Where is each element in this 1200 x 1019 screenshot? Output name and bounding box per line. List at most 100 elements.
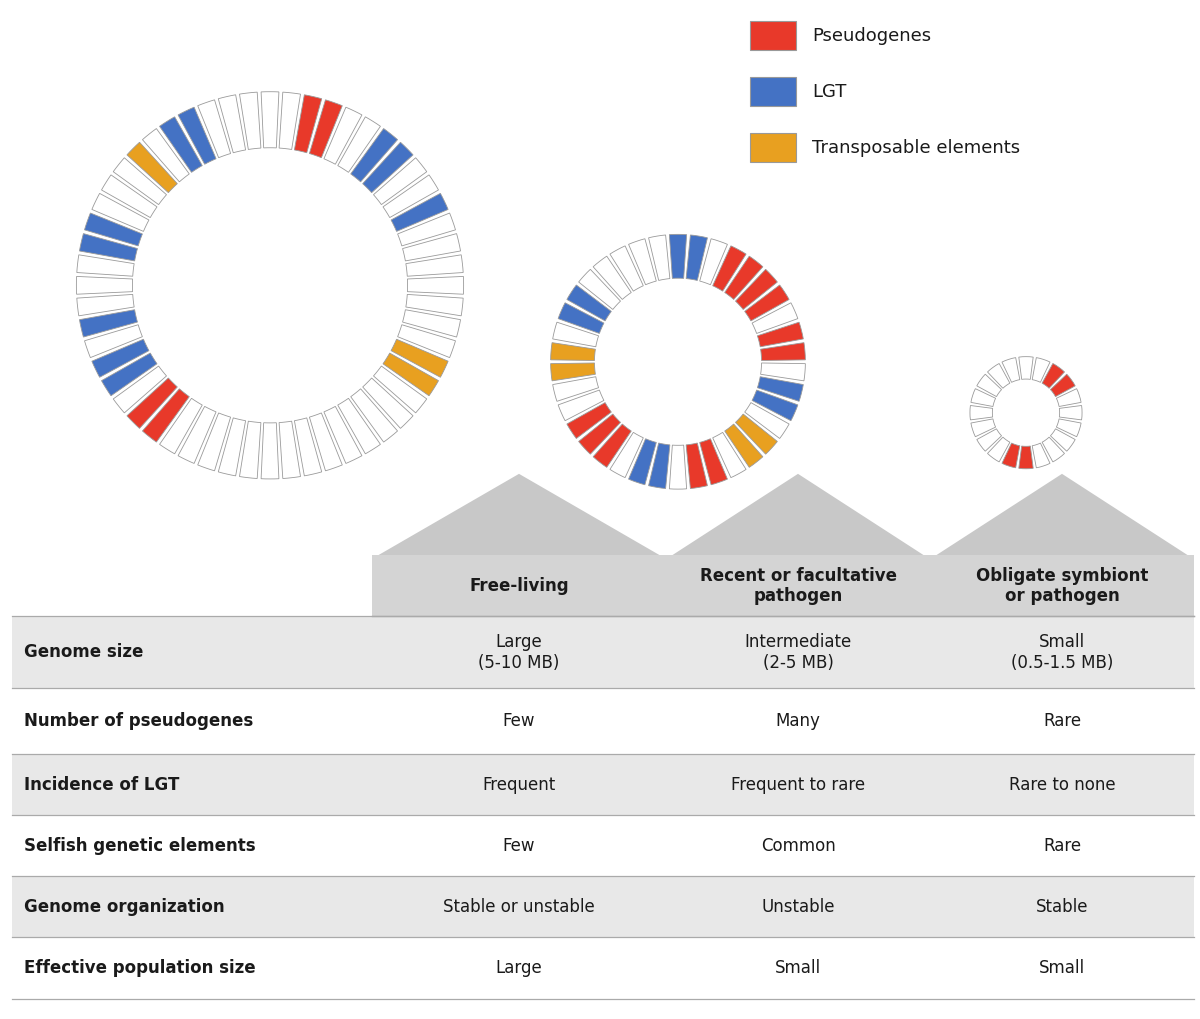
Text: Number of pseudogenes: Number of pseudogenes [24, 712, 253, 730]
Text: Frequent to rare: Frequent to rare [731, 775, 865, 794]
Wedge shape [1056, 419, 1081, 437]
Text: Genome size: Genome size [24, 643, 143, 661]
Wedge shape [178, 407, 216, 464]
Wedge shape [160, 398, 203, 453]
Wedge shape [1019, 446, 1033, 469]
Wedge shape [566, 403, 611, 438]
Wedge shape [610, 432, 643, 478]
Wedge shape [143, 389, 190, 442]
Wedge shape [198, 413, 230, 471]
Text: Obligate symbiont
or pathogen: Obligate symbiont or pathogen [976, 567, 1148, 605]
Bar [12, 876, 1194, 937]
Text: LGT: LGT [812, 83, 847, 101]
Text: Small: Small [775, 959, 821, 977]
Text: Incidence of LGT: Incidence of LGT [24, 775, 179, 794]
Wedge shape [1002, 358, 1020, 382]
Wedge shape [1042, 437, 1064, 462]
Wedge shape [79, 233, 138, 261]
Wedge shape [294, 418, 322, 476]
Wedge shape [988, 437, 1010, 462]
Wedge shape [578, 414, 620, 454]
Wedge shape [408, 276, 463, 294]
Wedge shape [406, 255, 463, 276]
Text: Unstable: Unstable [761, 898, 835, 916]
Wedge shape [761, 363, 805, 381]
Wedge shape [558, 303, 604, 333]
Wedge shape [553, 377, 599, 401]
Wedge shape [629, 439, 656, 485]
Wedge shape [77, 276, 132, 294]
Text: Large
(5-10 MB): Large (5-10 MB) [479, 633, 559, 672]
Wedge shape [77, 255, 134, 276]
Text: Many: Many [775, 712, 821, 730]
Wedge shape [977, 429, 1002, 451]
Wedge shape [1032, 358, 1050, 382]
Wedge shape [178, 107, 216, 164]
Wedge shape [686, 235, 708, 280]
Wedge shape [566, 285, 611, 321]
Wedge shape [406, 294, 463, 316]
Text: Transposable elements: Transposable elements [812, 139, 1020, 157]
Text: Intermediate
(2-5 MB): Intermediate (2-5 MB) [744, 633, 852, 672]
Text: Large: Large [496, 959, 542, 977]
Bar [12, 754, 1194, 815]
Wedge shape [1019, 357, 1033, 379]
Wedge shape [240, 92, 260, 150]
Wedge shape [383, 175, 438, 218]
Wedge shape [77, 294, 134, 316]
Wedge shape [558, 390, 604, 421]
Wedge shape [160, 117, 203, 172]
Wedge shape [713, 246, 746, 291]
Wedge shape [350, 389, 397, 442]
Wedge shape [127, 143, 178, 193]
Bar [372, 555, 1194, 616]
Wedge shape [971, 388, 996, 407]
Wedge shape [971, 419, 996, 437]
Text: Rare: Rare [1043, 712, 1081, 730]
Text: Recent or facultative
pathogen: Recent or facultative pathogen [700, 567, 896, 605]
Wedge shape [736, 269, 778, 310]
Wedge shape [79, 310, 138, 337]
Wedge shape [670, 234, 686, 278]
Text: Stable: Stable [1036, 898, 1088, 916]
Text: Free-living: Free-living [469, 577, 569, 595]
Wedge shape [402, 310, 461, 337]
Wedge shape [725, 256, 763, 300]
Wedge shape [1032, 443, 1050, 468]
Wedge shape [84, 213, 143, 246]
Wedge shape [752, 303, 798, 333]
Bar [12, 688, 1194, 754]
Wedge shape [670, 445, 686, 489]
Wedge shape [970, 406, 992, 420]
Bar [750, 21, 796, 50]
Wedge shape [648, 443, 670, 488]
Wedge shape [294, 95, 322, 153]
Wedge shape [262, 423, 278, 479]
Wedge shape [337, 398, 380, 453]
Bar [750, 77, 796, 106]
Wedge shape [1056, 388, 1081, 407]
Wedge shape [551, 342, 595, 361]
Wedge shape [324, 407, 362, 464]
Wedge shape [553, 322, 599, 346]
Wedge shape [713, 432, 746, 478]
Wedge shape [700, 238, 727, 284]
Wedge shape [648, 235, 670, 280]
Wedge shape [362, 143, 413, 193]
Wedge shape [736, 414, 778, 454]
Wedge shape [402, 233, 461, 261]
Wedge shape [113, 366, 167, 413]
Wedge shape [686, 443, 708, 488]
Wedge shape [280, 92, 300, 150]
Wedge shape [593, 424, 631, 468]
Wedge shape [725, 424, 763, 468]
Wedge shape [578, 269, 620, 310]
Text: Small
(0.5-1.5 MB): Small (0.5-1.5 MB) [1010, 633, 1114, 672]
Wedge shape [757, 322, 803, 346]
Text: Common: Common [761, 837, 835, 855]
Wedge shape [373, 366, 427, 413]
Wedge shape [1050, 374, 1075, 396]
Text: Rare: Rare [1043, 837, 1081, 855]
Text: Few: Few [503, 712, 535, 730]
Wedge shape [761, 342, 805, 361]
